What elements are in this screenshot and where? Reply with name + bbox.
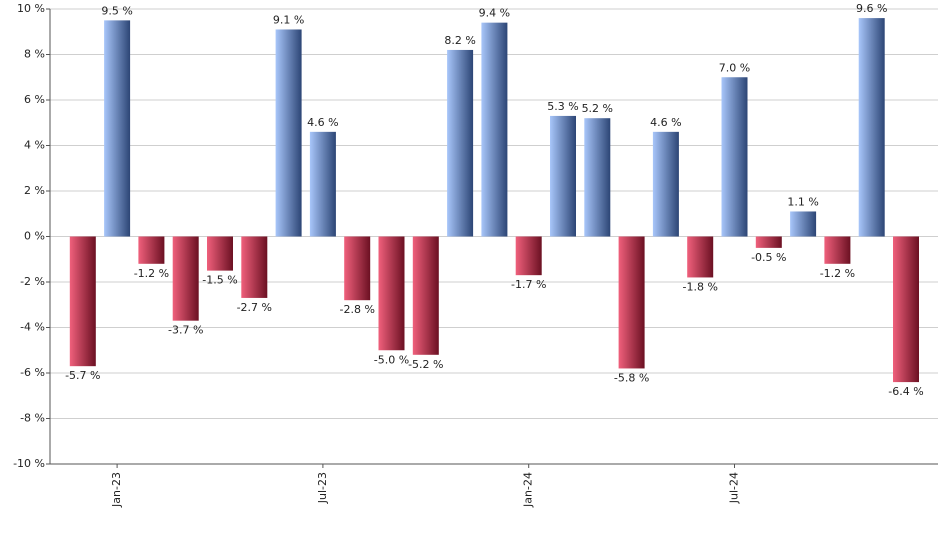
bar (481, 22, 508, 237)
bar (69, 236, 96, 367)
bar (104, 20, 131, 237)
bar (550, 115, 576, 237)
value-label: 9.5 % (101, 4, 132, 17)
y-tick-label: 0 % (24, 230, 45, 243)
bar (790, 211, 817, 237)
bar (584, 118, 611, 237)
value-label: -5.0 % (374, 353, 409, 366)
y-tick-label: -10 % (13, 457, 45, 470)
bar (858, 18, 885, 237)
bar (618, 236, 645, 369)
y-tick-label: -6 % (20, 366, 45, 379)
bar (344, 236, 371, 301)
bar (687, 236, 714, 278)
value-label: -1.5 % (202, 274, 237, 287)
value-label: -5.2 % (408, 358, 443, 371)
y-tick-label: 8 % (24, 48, 45, 61)
bar (412, 236, 439, 355)
bar (447, 49, 474, 237)
value-label: -1.2 % (134, 267, 169, 280)
bar (893, 236, 919, 383)
value-label: -2.7 % (237, 301, 272, 314)
bar (275, 29, 302, 237)
bar (515, 236, 542, 276)
y-tick-label: 10 % (17, 2, 45, 15)
value-label: 4.6 % (307, 116, 338, 129)
value-label: 9.4 % (479, 7, 510, 20)
y-tick-label: -4 % (20, 321, 45, 334)
y-tick-label: 4 % (24, 139, 45, 152)
bar (824, 236, 851, 264)
x-tick-label: Jul-24 (728, 472, 741, 504)
y-tick-label: -8 % (20, 412, 45, 425)
bar (138, 236, 165, 264)
bar (755, 236, 782, 248)
bar (378, 236, 405, 351)
bar (241, 236, 268, 298)
value-label: 5.3 % (547, 100, 578, 113)
bar (652, 131, 679, 237)
y-tick-label: 2 % (24, 184, 45, 197)
value-label: -5.7 % (65, 369, 100, 382)
bar (721, 77, 748, 237)
value-label: 7.0 % (719, 61, 750, 74)
value-label: -6.4 % (888, 385, 923, 398)
value-label: -2.8 % (339, 303, 374, 316)
value-label: -1.7 % (511, 278, 546, 291)
bar (207, 236, 233, 271)
value-label: 8.2 % (444, 34, 475, 47)
bar (309, 131, 336, 237)
y-tick-label: 6 % (24, 93, 45, 106)
value-label: -0.5 % (751, 251, 786, 264)
value-label: -1.8 % (682, 280, 717, 293)
value-label: 1.1 % (787, 195, 818, 208)
value-label: 5.2 % (582, 102, 613, 115)
value-label: 9.1 % (273, 13, 304, 26)
value-label: -1.2 % (820, 267, 855, 280)
x-tick-label: Jul-23 (316, 472, 329, 504)
value-label: -5.8 % (614, 371, 649, 384)
value-label: -3.7 % (168, 324, 203, 337)
x-tick-label: Jan-23 (110, 472, 123, 508)
value-label: 9.6 % (856, 2, 887, 15)
y-tick-label: -2 % (20, 275, 45, 288)
bar (172, 236, 199, 321)
value-label: 4.6 % (650, 116, 681, 129)
x-tick-label: Jan-24 (522, 472, 535, 508)
